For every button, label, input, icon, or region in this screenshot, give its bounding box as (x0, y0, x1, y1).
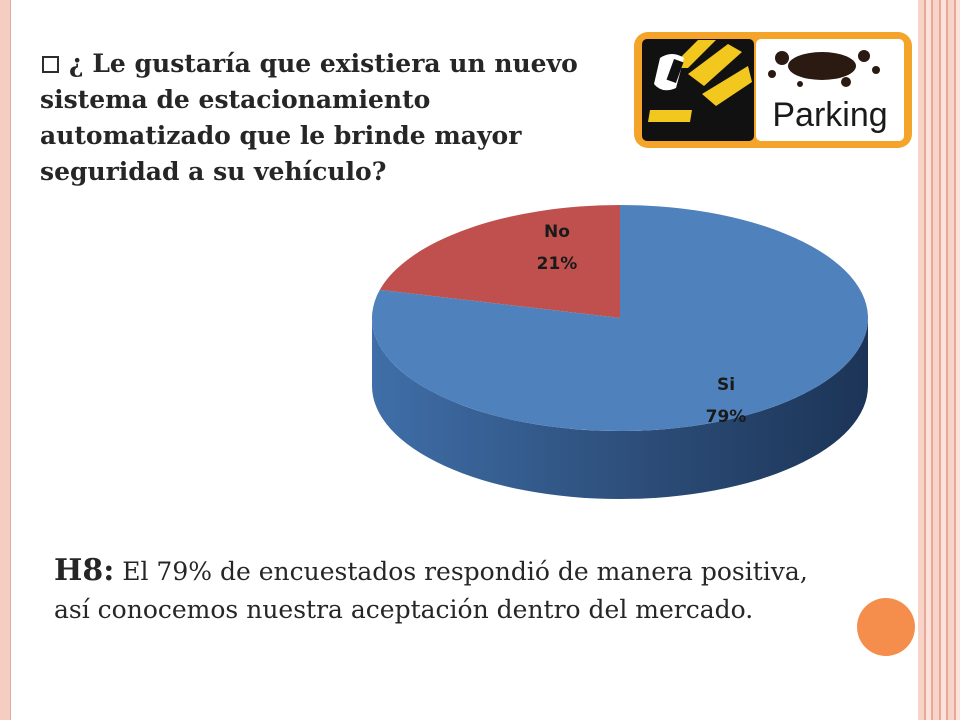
pie-side-si (372, 318, 868, 499)
pie-labels: No 21% Si 79% (537, 222, 747, 427)
right-stripes-decoration (918, 0, 960, 720)
question-heading: ¿ Le gustaría que existiera un nuevo sis… (40, 46, 620, 190)
question-text: ¿ Le gustaría que existiera un nuevo sis… (40, 49, 578, 186)
pie-slice-si (372, 205, 868, 431)
splat-icon (768, 50, 880, 87)
orange-circle-decoration (857, 598, 915, 656)
pie-sides (372, 318, 868, 499)
pie-label-no-name: No (544, 222, 570, 242)
pie-tops (372, 205, 868, 431)
hollow-square-bullet-icon (42, 56, 59, 73)
pie-label-si-name: Si (717, 375, 735, 395)
finding-code: H8: (54, 553, 115, 588)
parking-logo: Parking (634, 32, 912, 148)
finding-text: H8: El 79% de encuestados respondió de m… (54, 552, 834, 629)
pie-chart: No 21% Si 79% (372, 205, 868, 499)
left-border-decoration (0, 0, 11, 720)
parking-barrier-icon (648, 40, 752, 122)
logo-text: Parking (772, 96, 887, 134)
pie-slice-no (379, 205, 620, 318)
pie-label-si-value: 79% (706, 407, 747, 427)
finding-body: El 79% de encuestados respondió de maner… (54, 557, 808, 624)
pie-label-no-value: 21% (537, 254, 578, 274)
